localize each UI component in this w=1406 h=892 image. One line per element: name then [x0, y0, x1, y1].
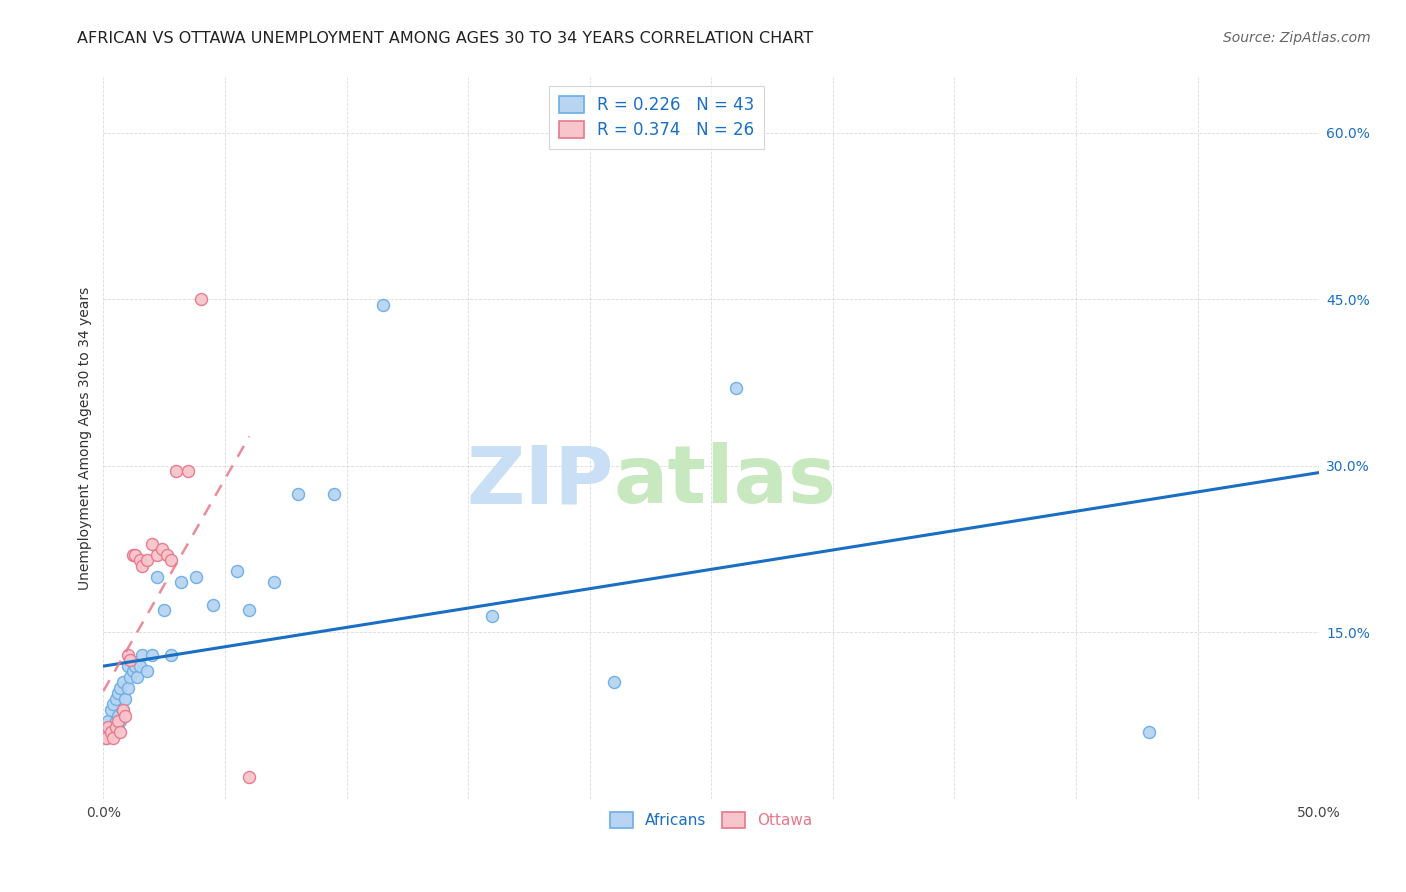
- Point: [121, 548, 143, 562]
- Point: [136, 664, 159, 678]
- Point: [136, 553, 159, 567]
- Point: [104, 714, 127, 728]
- Point: [117, 648, 139, 662]
- Point: [177, 465, 200, 479]
- Point: [110, 725, 132, 739]
- Text: AFRICAN VS OTTAWA UNEMPLOYMENT AMONG AGES 30 TO 34 YEARS CORRELATION CHART: AFRICAN VS OTTAWA UNEMPLOYMENT AMONG AGE…: [77, 31, 814, 46]
- Point: [160, 553, 183, 567]
- Point: [1137, 725, 1160, 739]
- Point: [100, 703, 122, 717]
- Point: [190, 293, 212, 307]
- Point: [94, 731, 117, 745]
- Point: [165, 465, 187, 479]
- Point: [238, 603, 260, 617]
- Point: [120, 653, 142, 667]
- Point: [131, 648, 153, 662]
- Point: [263, 575, 285, 590]
- Point: [111, 703, 134, 717]
- Point: [124, 548, 146, 562]
- Point: [104, 692, 127, 706]
- Y-axis label: Unemployment Among Ages 30 to 34 years: Unemployment Among Ages 30 to 34 years: [79, 286, 93, 590]
- Point: [127, 670, 149, 684]
- Point: [94, 731, 117, 745]
- Point: [238, 770, 260, 784]
- Point: [141, 536, 163, 550]
- Text: Source: ZipAtlas.com: Source: ZipAtlas.com: [1223, 31, 1371, 45]
- Legend: Africans, Ottawa: Africans, Ottawa: [605, 806, 818, 835]
- Point: [100, 725, 122, 739]
- Point: [481, 608, 503, 623]
- Point: [184, 570, 207, 584]
- Point: [603, 675, 626, 690]
- Point: [107, 714, 129, 728]
- Point: [101, 720, 124, 734]
- Point: [170, 575, 193, 590]
- Point: [97, 720, 120, 734]
- Point: [226, 564, 249, 578]
- Point: [121, 664, 143, 678]
- Point: [101, 698, 124, 712]
- Point: [93, 725, 115, 739]
- Point: [146, 548, 169, 562]
- Point: [128, 553, 150, 567]
- Point: [146, 570, 169, 584]
- Point: [371, 298, 394, 312]
- Point: [107, 708, 129, 723]
- Point: [104, 720, 127, 734]
- Point: [107, 686, 129, 700]
- Point: [150, 542, 173, 557]
- Text: atlas: atlas: [614, 442, 837, 520]
- Point: [160, 648, 183, 662]
- Point: [97, 720, 120, 734]
- Point: [114, 708, 136, 723]
- Point: [287, 486, 309, 500]
- Point: [131, 558, 153, 573]
- Point: [141, 648, 163, 662]
- Point: [201, 598, 224, 612]
- Point: [110, 681, 132, 695]
- Point: [110, 714, 132, 728]
- Point: [93, 725, 115, 739]
- Point: [100, 725, 122, 739]
- Point: [120, 670, 142, 684]
- Point: [153, 603, 176, 617]
- Point: [155, 548, 177, 562]
- Point: [111, 703, 134, 717]
- Point: [97, 714, 120, 728]
- Point: [323, 486, 346, 500]
- Text: ZIP: ZIP: [467, 442, 614, 520]
- Point: [114, 692, 136, 706]
- Point: [117, 681, 139, 695]
- Point: [124, 658, 146, 673]
- Point: [724, 381, 747, 395]
- Point: [111, 675, 134, 690]
- Point: [117, 658, 139, 673]
- Point: [128, 658, 150, 673]
- Point: [101, 731, 124, 745]
